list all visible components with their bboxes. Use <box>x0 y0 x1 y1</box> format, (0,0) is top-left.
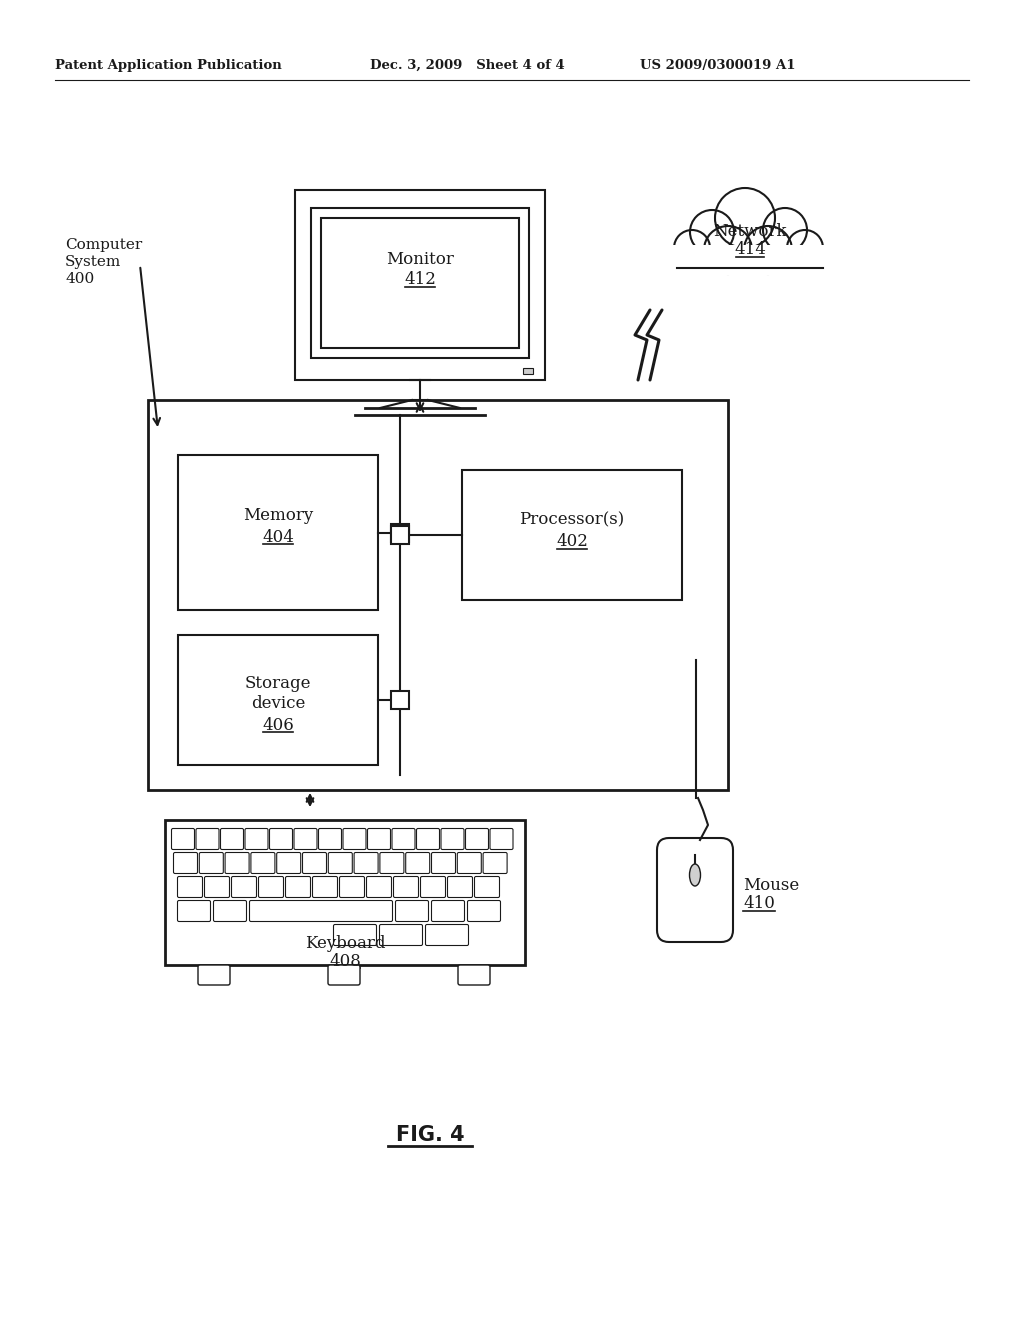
FancyBboxPatch shape <box>329 853 352 874</box>
FancyBboxPatch shape <box>431 853 456 874</box>
FancyBboxPatch shape <box>393 876 419 898</box>
FancyBboxPatch shape <box>334 924 377 945</box>
FancyBboxPatch shape <box>286 876 310 898</box>
FancyBboxPatch shape <box>354 853 378 874</box>
Circle shape <box>690 210 734 253</box>
Text: 406: 406 <box>262 717 294 734</box>
Text: 408: 408 <box>329 953 360 969</box>
FancyBboxPatch shape <box>657 838 733 942</box>
Bar <box>311 209 529 358</box>
Text: Dec. 3, 2009   Sheet 4 of 4: Dec. 3, 2009 Sheet 4 of 4 <box>370 58 565 71</box>
Text: US 2009/0300019 A1: US 2009/0300019 A1 <box>640 58 796 71</box>
FancyBboxPatch shape <box>251 853 274 874</box>
Text: 410: 410 <box>743 895 775 912</box>
FancyBboxPatch shape <box>258 876 284 898</box>
FancyBboxPatch shape <box>340 876 365 898</box>
FancyBboxPatch shape <box>294 829 317 850</box>
Text: Storage: Storage <box>245 675 311 692</box>
FancyBboxPatch shape <box>380 924 423 945</box>
FancyBboxPatch shape <box>250 900 392 921</box>
FancyBboxPatch shape <box>406 853 430 874</box>
FancyBboxPatch shape <box>474 876 500 898</box>
FancyBboxPatch shape <box>225 853 249 874</box>
Text: Patent Application Publication: Patent Application Publication <box>55 58 282 71</box>
FancyBboxPatch shape <box>302 853 327 874</box>
Bar <box>391 525 409 544</box>
Text: Memory: Memory <box>243 507 313 524</box>
Circle shape <box>715 187 775 248</box>
Text: Network: Network <box>714 223 786 240</box>
Text: FIG. 4: FIG. 4 <box>395 1125 464 1144</box>
FancyBboxPatch shape <box>421 876 445 898</box>
Text: Mouse: Mouse <box>743 876 800 894</box>
Circle shape <box>763 209 807 252</box>
FancyBboxPatch shape <box>483 853 507 874</box>
FancyBboxPatch shape <box>177 876 203 898</box>
Text: System: System <box>65 255 121 269</box>
FancyBboxPatch shape <box>196 829 219 850</box>
Text: device: device <box>251 694 305 711</box>
FancyBboxPatch shape <box>490 829 513 850</box>
Text: 414: 414 <box>734 242 766 259</box>
Ellipse shape <box>689 865 700 886</box>
Text: 402: 402 <box>556 533 588 550</box>
FancyBboxPatch shape <box>466 829 488 850</box>
Text: Keyboard: Keyboard <box>305 935 385 952</box>
Bar <box>391 524 409 543</box>
Bar <box>178 635 378 766</box>
Bar <box>178 455 378 610</box>
Circle shape <box>674 230 710 267</box>
FancyBboxPatch shape <box>458 853 481 874</box>
FancyBboxPatch shape <box>213 900 247 921</box>
Bar <box>165 820 525 965</box>
FancyBboxPatch shape <box>380 853 403 874</box>
Bar <box>321 218 519 348</box>
FancyBboxPatch shape <box>171 829 195 850</box>
FancyBboxPatch shape <box>269 829 293 850</box>
FancyBboxPatch shape <box>198 965 230 985</box>
FancyBboxPatch shape <box>368 829 390 850</box>
Text: Computer: Computer <box>65 238 142 252</box>
FancyBboxPatch shape <box>220 829 244 850</box>
FancyBboxPatch shape <box>392 829 415 850</box>
FancyBboxPatch shape <box>395 900 428 921</box>
Bar <box>462 470 682 601</box>
Text: Monitor: Monitor <box>386 252 454 268</box>
FancyBboxPatch shape <box>447 876 472 898</box>
FancyBboxPatch shape <box>441 829 464 850</box>
FancyBboxPatch shape <box>417 829 439 850</box>
Circle shape <box>787 230 823 267</box>
FancyBboxPatch shape <box>468 900 501 921</box>
Bar <box>672 246 828 275</box>
FancyBboxPatch shape <box>431 900 465 921</box>
Bar <box>523 368 534 374</box>
FancyBboxPatch shape <box>205 876 229 898</box>
FancyBboxPatch shape <box>312 876 338 898</box>
FancyBboxPatch shape <box>458 965 490 985</box>
FancyBboxPatch shape <box>231 876 256 898</box>
Bar <box>295 190 545 380</box>
Text: 412: 412 <box>404 272 436 289</box>
FancyBboxPatch shape <box>276 853 301 874</box>
FancyBboxPatch shape <box>343 829 366 850</box>
Circle shape <box>705 226 752 275</box>
FancyBboxPatch shape <box>173 853 198 874</box>
FancyBboxPatch shape <box>367 876 391 898</box>
Bar <box>672 190 828 271</box>
Text: Processor(s): Processor(s) <box>519 511 625 528</box>
FancyBboxPatch shape <box>200 853 223 874</box>
FancyBboxPatch shape <box>426 924 469 945</box>
Bar <box>391 690 409 709</box>
FancyBboxPatch shape <box>328 965 360 985</box>
Circle shape <box>744 226 792 275</box>
FancyBboxPatch shape <box>177 900 211 921</box>
Text: 400: 400 <box>65 272 94 286</box>
FancyBboxPatch shape <box>318 829 341 850</box>
Bar <box>148 400 728 789</box>
FancyBboxPatch shape <box>245 829 268 850</box>
Text: 404: 404 <box>262 528 294 545</box>
